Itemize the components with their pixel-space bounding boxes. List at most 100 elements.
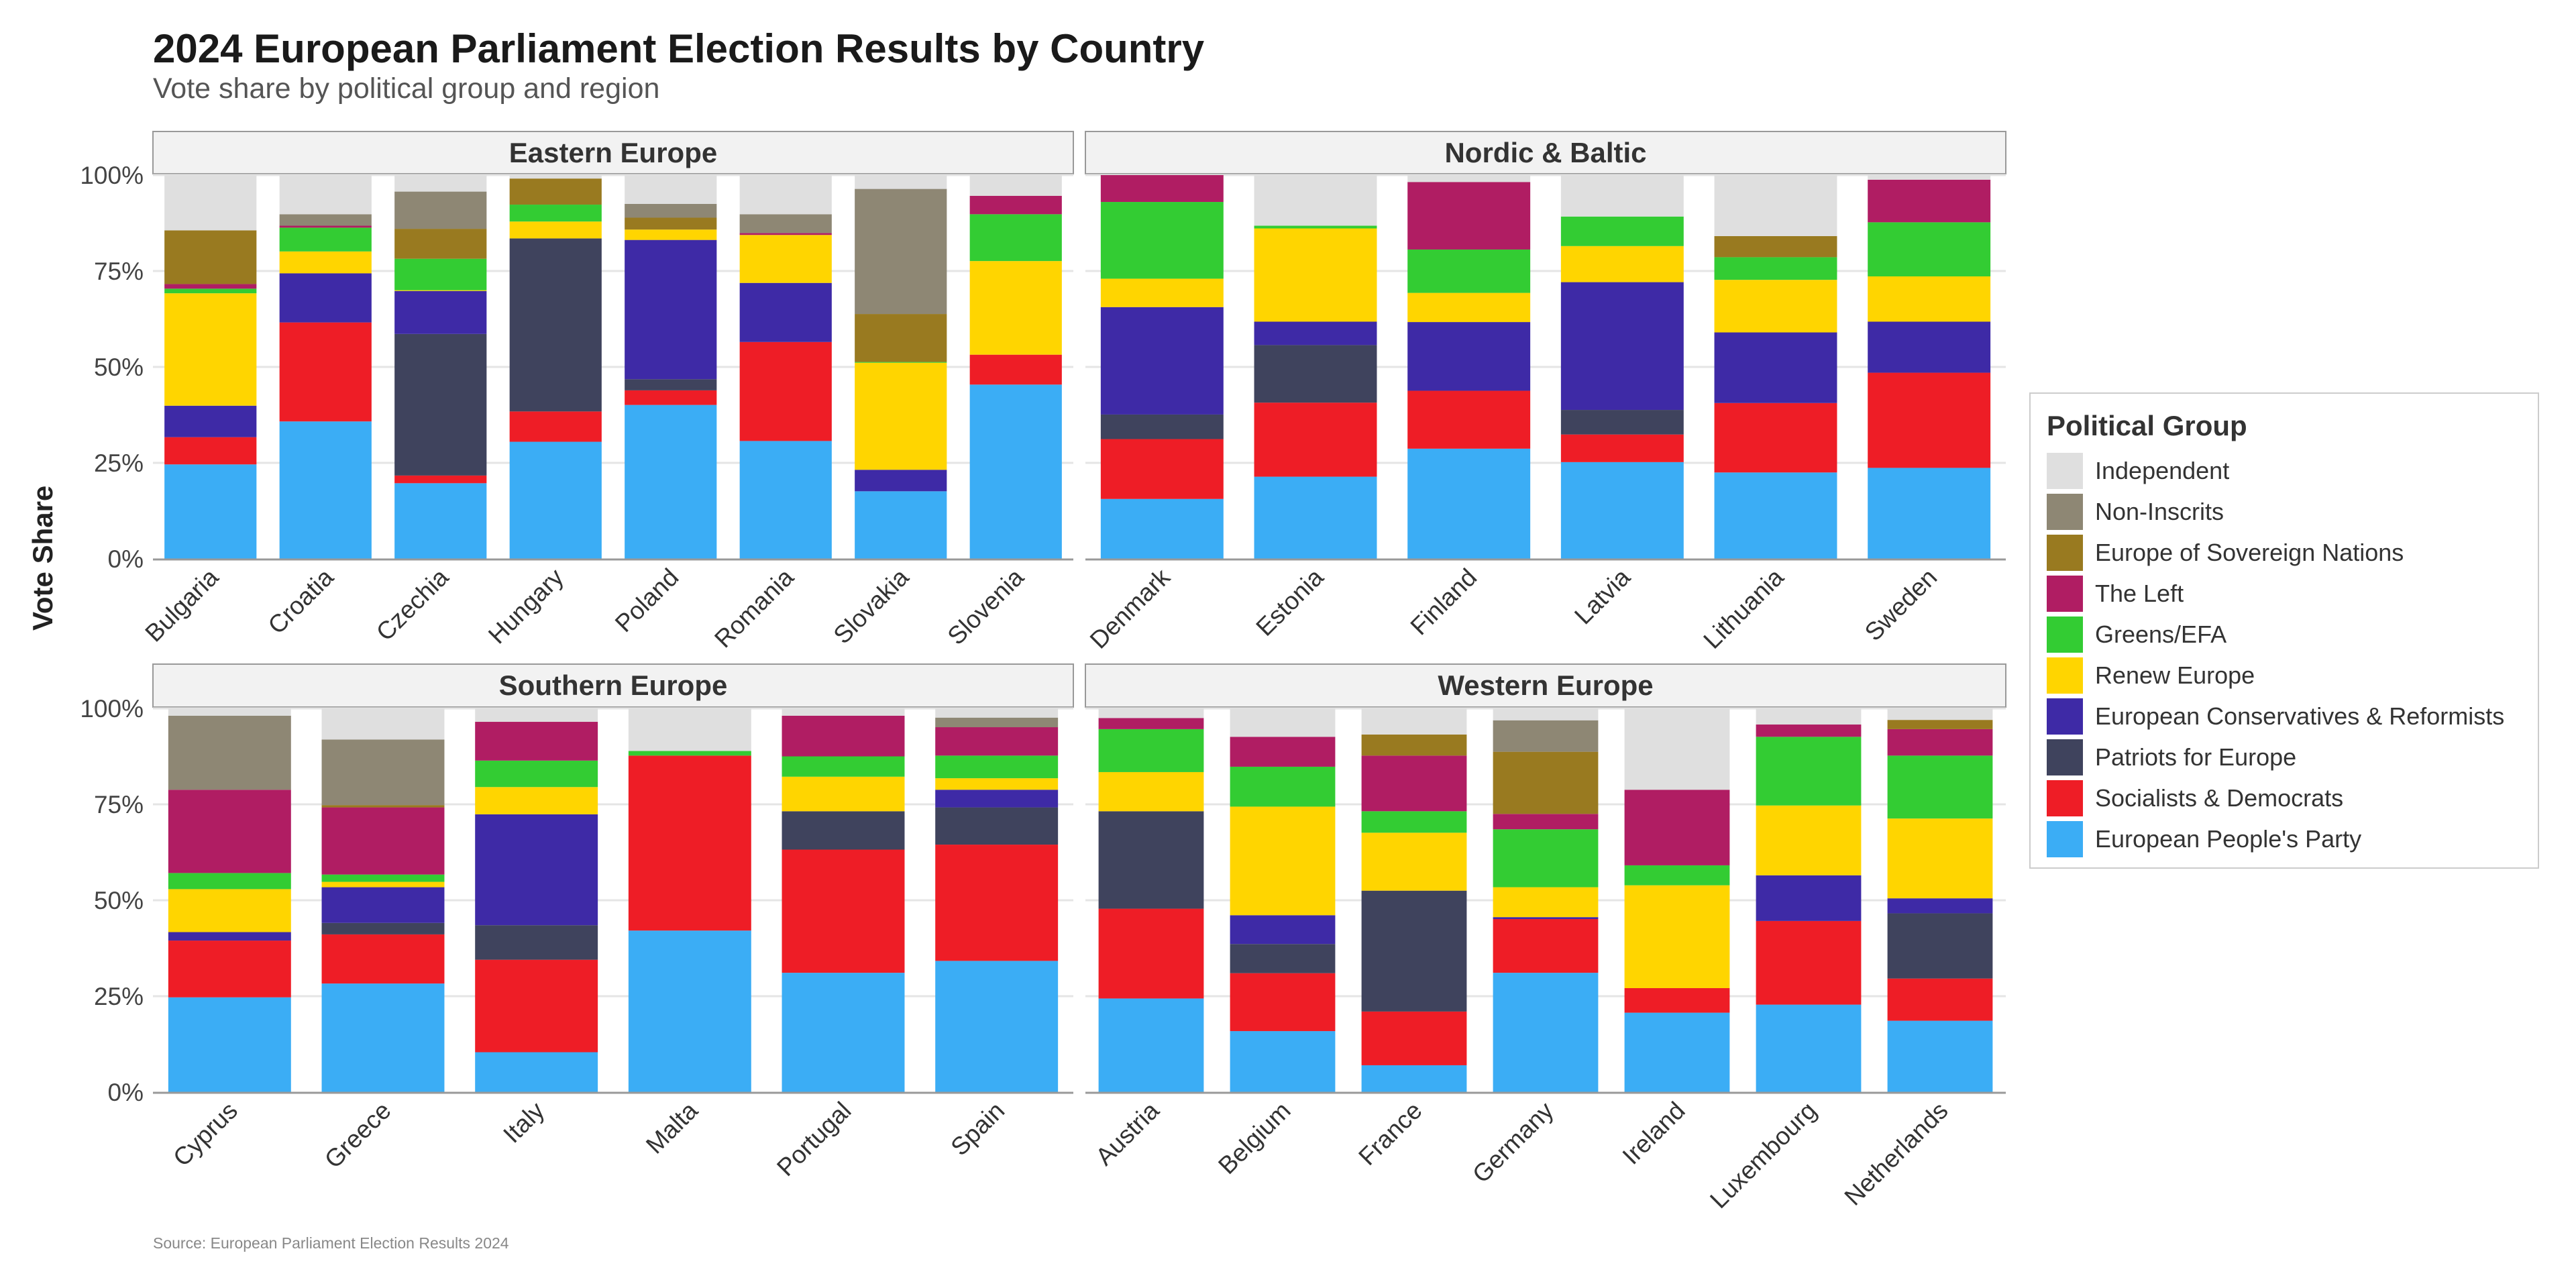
bar-segment-the-left bbox=[321, 807, 445, 875]
bar-segment-greens-efa bbox=[1756, 737, 1862, 806]
bar-segment-renew-europe bbox=[1560, 246, 1684, 282]
bar-segment-the-left bbox=[279, 225, 372, 228]
bar-segment-non-inscrits bbox=[394, 191, 487, 229]
bar-ireland bbox=[1624, 708, 1730, 1092]
bar-segment-the-left bbox=[1493, 814, 1599, 830]
legend-label: European People's Party bbox=[2095, 824, 2362, 853]
bar-segment-socialists-democrats bbox=[394, 475, 487, 484]
bar-segment-independent bbox=[739, 175, 832, 215]
bar-segment-european-people-s-party bbox=[935, 961, 1059, 1092]
bar-segment-the-left bbox=[164, 284, 257, 289]
legend-item-european-people-s-party: European People's Party bbox=[2047, 818, 2522, 859]
bar-greece bbox=[321, 708, 445, 1092]
bar-segment-independent bbox=[1098, 708, 1204, 718]
bar-segment-socialists-democrats bbox=[1100, 439, 1224, 499]
bar-segment-independent bbox=[1868, 175, 1991, 180]
bar-segment-the-left bbox=[1230, 737, 1336, 767]
bar-segment-patriots-for-europe bbox=[475, 925, 598, 960]
bar-segment-european-conservatives-reformists bbox=[1493, 917, 1599, 920]
bar-segment-europe-of-sovereign-nations bbox=[321, 805, 445, 808]
bar-segment-european-people-s-party bbox=[1254, 476, 1377, 559]
bar-segment-patriots-for-europe bbox=[394, 333, 487, 476]
bar-segment-independent bbox=[1714, 175, 1837, 236]
bar-segment-europe-of-sovereign-nations bbox=[164, 230, 257, 284]
bar-segment-non-inscrits bbox=[739, 214, 832, 233]
panel-strip bbox=[152, 131, 1074, 174]
bar-segment-european-conservatives-reformists bbox=[1407, 322, 1531, 391]
x-tick-label: Estonia bbox=[1250, 563, 1329, 641]
bar-segment-renew-europe bbox=[1493, 887, 1599, 918]
bar-segment-european-conservatives-reformists bbox=[1254, 321, 1377, 345]
bar-segment-independent bbox=[969, 175, 1062, 196]
bar-cyprus bbox=[168, 708, 291, 1092]
bar-luxembourg bbox=[1756, 708, 1862, 1092]
bar-segment-european-people-s-party bbox=[1714, 472, 1837, 559]
y-tick-label: 75% bbox=[94, 791, 144, 818]
bar-finland bbox=[1407, 175, 1531, 559]
bar-segment-europe-of-sovereign-nations bbox=[1887, 720, 1993, 729]
bar-segment-renew-europe bbox=[1230, 806, 1336, 916]
bar-segment-european-people-s-party bbox=[1624, 1012, 1730, 1092]
bar-segment-greens-efa bbox=[1100, 202, 1224, 279]
x-tick-label: Latvia bbox=[1569, 563, 1635, 629]
bar-segment-european-conservatives-reformists bbox=[394, 290, 487, 334]
bar-segment-non-inscrits bbox=[321, 739, 445, 806]
bar-segment-the-left bbox=[475, 722, 598, 761]
bar-segment-renew-europe bbox=[935, 778, 1059, 790]
bar-segment-socialists-democrats bbox=[1361, 1011, 1467, 1065]
bar-segment-patriots-for-europe bbox=[935, 807, 1059, 845]
bar-segment-independent bbox=[164, 175, 257, 231]
bar-latvia bbox=[1560, 175, 1684, 559]
bar-segment-european-conservatives-reformists bbox=[1756, 875, 1862, 921]
legend-item-european-conservatives-reformists: European Conservatives & Reformists bbox=[2047, 696, 2522, 737]
bar-segment-patriots-for-europe bbox=[1098, 811, 1204, 909]
chart-title: 2024 European Parliament Election Result… bbox=[153, 26, 1205, 71]
x-tick-label: Germany bbox=[1467, 1096, 1559, 1188]
bar-segment-greens-efa bbox=[279, 227, 372, 252]
legend-label: Non-Inscrits bbox=[2095, 497, 2224, 525]
bar-segment-socialists-democrats bbox=[475, 959, 598, 1053]
bar-segment-greens-efa bbox=[1868, 222, 1991, 277]
panel-southern-europe: Southern Europe 0% 25% 50% 75% 100% Cyprus Gree… bbox=[80, 663, 1074, 1181]
bar-segment-european-people-s-party bbox=[475, 1052, 598, 1092]
legend-label: Independent bbox=[2095, 456, 2230, 484]
x-tick-label: Finland bbox=[1405, 564, 1483, 641]
bar-estonia bbox=[1254, 175, 1377, 559]
bar-segment-the-left bbox=[1868, 179, 1991, 223]
bar-segment-socialists-democrats bbox=[509, 411, 602, 442]
bar-segment-independent bbox=[1493, 708, 1599, 720]
bar-segment-european-people-s-party bbox=[1407, 448, 1531, 559]
bar-segment-greens-efa bbox=[1230, 766, 1336, 807]
bar-segment-socialists-democrats bbox=[1230, 973, 1336, 1032]
bar-segment-independent bbox=[935, 708, 1059, 718]
x-tick-label: France bbox=[1353, 1097, 1427, 1171]
bar-segment-socialists-democrats bbox=[969, 354, 1062, 385]
bar-segment-renew-europe bbox=[1407, 292, 1531, 323]
bar-segment-greens-efa bbox=[782, 756, 905, 777]
bar-segment-independent bbox=[782, 708, 905, 716]
bar-segment-european-conservatives-reformists bbox=[1714, 332, 1837, 403]
legend-item-non-inscrits: Non-Inscrits bbox=[2047, 491, 2522, 532]
bar-segment-european-people-s-party bbox=[1100, 498, 1224, 559]
bar-czechia bbox=[394, 175, 487, 559]
x-tick-label: Bulgaria bbox=[140, 563, 223, 647]
bar-segment-patriots-for-europe bbox=[1887, 913, 1993, 979]
y-tick-label: 25% bbox=[94, 983, 144, 1010]
y-tick-label: 50% bbox=[94, 354, 144, 381]
bar-segment-independent bbox=[1560, 175, 1684, 217]
source-note: Source: European Parliament Election Res… bbox=[153, 1234, 509, 1252]
y-tick-label: 100% bbox=[80, 162, 144, 189]
bar-portugal bbox=[782, 708, 905, 1092]
bar-segment-european-people-s-party bbox=[739, 441, 832, 559]
bar-segment-europe-of-sovereign-nations bbox=[394, 229, 487, 259]
y-tick-label: 50% bbox=[94, 887, 144, 914]
bar-segment-european-people-s-party bbox=[1230, 1031, 1336, 1092]
legend-swatch bbox=[2047, 780, 2083, 816]
legend-label: Patriots for Europe bbox=[2095, 743, 2297, 771]
bar-segment-european-conservatives-reformists bbox=[1887, 898, 1993, 914]
bar-segment-renew-europe bbox=[782, 776, 905, 812]
bar-segment-renew-europe bbox=[625, 229, 717, 240]
bar-segment-the-left bbox=[1098, 718, 1204, 729]
legend-label: European Conservatives & Reformists bbox=[2095, 702, 2505, 730]
